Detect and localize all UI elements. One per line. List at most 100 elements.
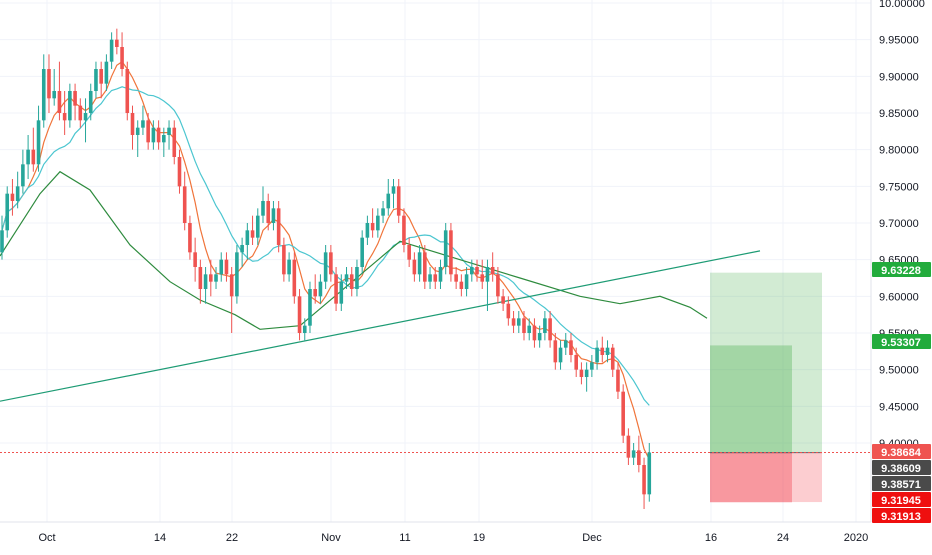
candle-body [334,274,338,304]
price-label: 9.63228 [881,265,921,277]
candle-body [73,91,77,106]
candle-body [595,347,599,363]
y-tick-label: 10.00000 [879,0,925,10]
moving-average-line [0,170,708,330]
candle-body [438,267,443,282]
candle-body [57,91,62,113]
x-tick-label: Nov [321,532,341,544]
candle-body [605,347,610,355]
candle-body [146,120,150,143]
candle-body [47,69,51,99]
x-tick-label: 22 [226,532,238,544]
candle-body [428,274,432,282]
candle-body [245,230,250,245]
candle-body [21,164,25,187]
candle-body [99,69,103,84]
position-stop-zone [710,452,822,503]
axes: 9.400009.450009.500009.550009.600009.650… [0,0,931,544]
price-label-box [872,460,931,475]
candle-body [631,450,636,458]
candle-body [209,274,213,282]
candle-body [203,274,208,289]
candle-body [151,127,156,143]
candle-body [94,69,98,91]
candle-body [443,230,448,267]
candle-body [417,252,422,275]
y-tick-label: 9.75000 [879,181,919,193]
candle-body [308,289,312,326]
candle-body [15,186,20,201]
candle-body [396,186,401,216]
x-tick-label: 24 [777,532,789,544]
candle-body [522,318,526,333]
candle-body [78,105,83,121]
candle-body [449,230,453,275]
candle-body [626,435,631,458]
x-tick-label: 2020 [844,532,868,544]
candles [0,28,652,509]
candle-body [470,267,474,275]
price-label-box [872,334,931,349]
candle-body [162,135,166,143]
candle-body [266,201,271,223]
candle-body [282,245,286,275]
candle-body [224,259,229,275]
price-label-box [872,444,931,459]
position-tools[interactable] [710,272,822,503]
candle-body [235,252,239,297]
y-tick-label: 9.95000 [879,35,919,47]
candle-body [83,113,88,121]
candle-body [115,39,119,47]
candle-body [454,274,458,282]
y-tick-label: 9.85000 [879,108,919,120]
position-profit-zone [710,272,822,453]
trendline [0,250,761,402]
candle-body [464,274,469,289]
price-label: 9.53307 [881,337,921,349]
position-stop-zone [710,452,792,503]
x-tick-label: 11 [399,532,410,544]
price-label-box [872,492,931,507]
candle-body [621,391,625,436]
candle-body [68,91,72,121]
candle-body [261,201,265,216]
candle-body [10,193,15,201]
candle-body [490,267,495,275]
candle-body [198,267,203,289]
candle-body [616,369,620,392]
y-tick-label: 9.70000 [879,218,919,230]
candle-body [485,267,490,282]
candle-body [182,186,187,223]
candle-body [386,193,391,209]
candle-body [26,149,30,165]
candle-body [569,340,573,355]
candle-body [642,465,646,495]
candle-body [36,120,41,165]
x-tick-label: Oct [38,532,55,544]
candle-body [412,259,417,275]
candle-body [402,215,406,245]
y-tick-label: 9.80000 [879,145,919,157]
candle-body [506,303,511,319]
candle-body [433,274,438,282]
candle-body [323,252,328,282]
y-tick-label: 9.60000 [879,291,919,303]
candle-body [475,267,479,275]
candle-body [600,347,605,355]
candle-body [125,69,130,113]
candle-body [558,347,563,363]
candle-body [292,259,297,297]
candle-body [496,274,500,297]
y-tick-label: 9.50000 [879,365,919,377]
candle-body [329,252,333,275]
candle-body [391,186,396,194]
candle-body [219,259,224,275]
candle-body [41,69,46,121]
position-profit-zone [710,345,792,453]
candle-body [156,127,161,143]
price-label-box [872,262,931,277]
candle-body [287,259,291,275]
candle-body [553,340,558,363]
candle-body [610,347,615,370]
